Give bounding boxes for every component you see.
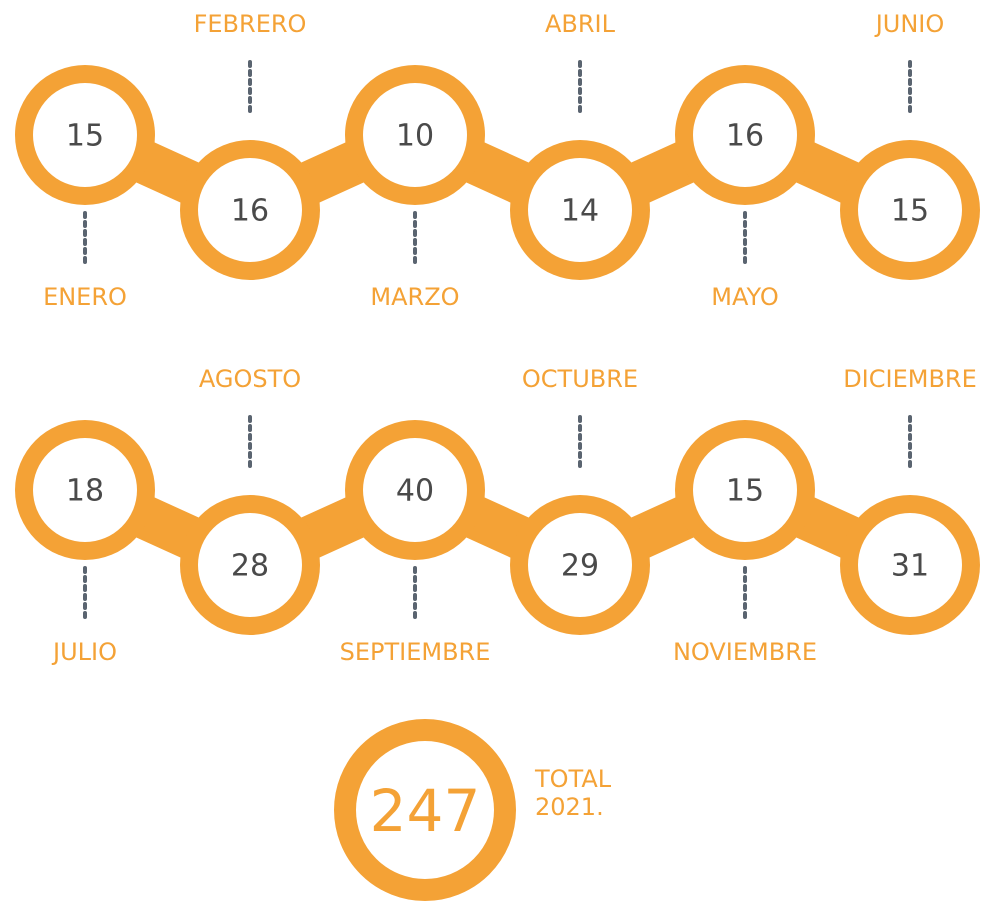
- month-value: 16: [231, 194, 269, 229]
- total-value: 247: [370, 777, 481, 845]
- total-label: TOTAL: [534, 765, 612, 793]
- month-name: MARZO: [370, 283, 459, 311]
- month-name: ENERO: [43, 283, 127, 311]
- month-inner: [858, 513, 962, 617]
- month-name: AGOSTO: [199, 365, 301, 393]
- month-inner: [363, 83, 467, 187]
- month-name: NOVIEMBRE: [673, 638, 817, 666]
- month-name: JULIO: [51, 638, 117, 666]
- month-value: 14: [561, 194, 599, 229]
- month-inner: [33, 83, 137, 187]
- month-name: ABRIL: [545, 10, 616, 38]
- month-inner: [363, 438, 467, 542]
- month-value: 15: [726, 474, 764, 509]
- month-inner: [198, 158, 302, 262]
- month-inner: [528, 158, 632, 262]
- month-value: 16: [726, 119, 764, 154]
- month-value: 10: [396, 119, 434, 154]
- timeline: 15 ENERO 16 FEBRERO 10 MARZO 14 ABRIL 16 MAYO 15 JU…: [15, 10, 980, 666]
- total-ring: [334, 719, 516, 901]
- month-value: 15: [66, 119, 104, 154]
- month-name: SEPTIEMBRE: [340, 638, 491, 666]
- month-inner: [198, 513, 302, 617]
- month-inner: [528, 513, 632, 617]
- month-name: JUNIO: [874, 10, 945, 38]
- month-value: 40: [396, 474, 434, 509]
- month-value: 18: [66, 474, 104, 509]
- month-inner: [33, 438, 137, 542]
- month-value: 29: [561, 549, 599, 584]
- month-inner: [858, 158, 962, 262]
- month-value: 15: [891, 194, 929, 229]
- month-inner: [693, 438, 797, 542]
- month-name: DICIEMBRE: [843, 365, 977, 393]
- month-name: MAYO: [711, 283, 779, 311]
- total-year: 2021.: [535, 793, 604, 821]
- month-inner: [693, 83, 797, 187]
- month-name: OCTUBRE: [522, 365, 638, 393]
- month-name: FEBRERO: [194, 10, 307, 38]
- month-value: 31: [891, 549, 929, 584]
- month-value: 28: [231, 549, 269, 584]
